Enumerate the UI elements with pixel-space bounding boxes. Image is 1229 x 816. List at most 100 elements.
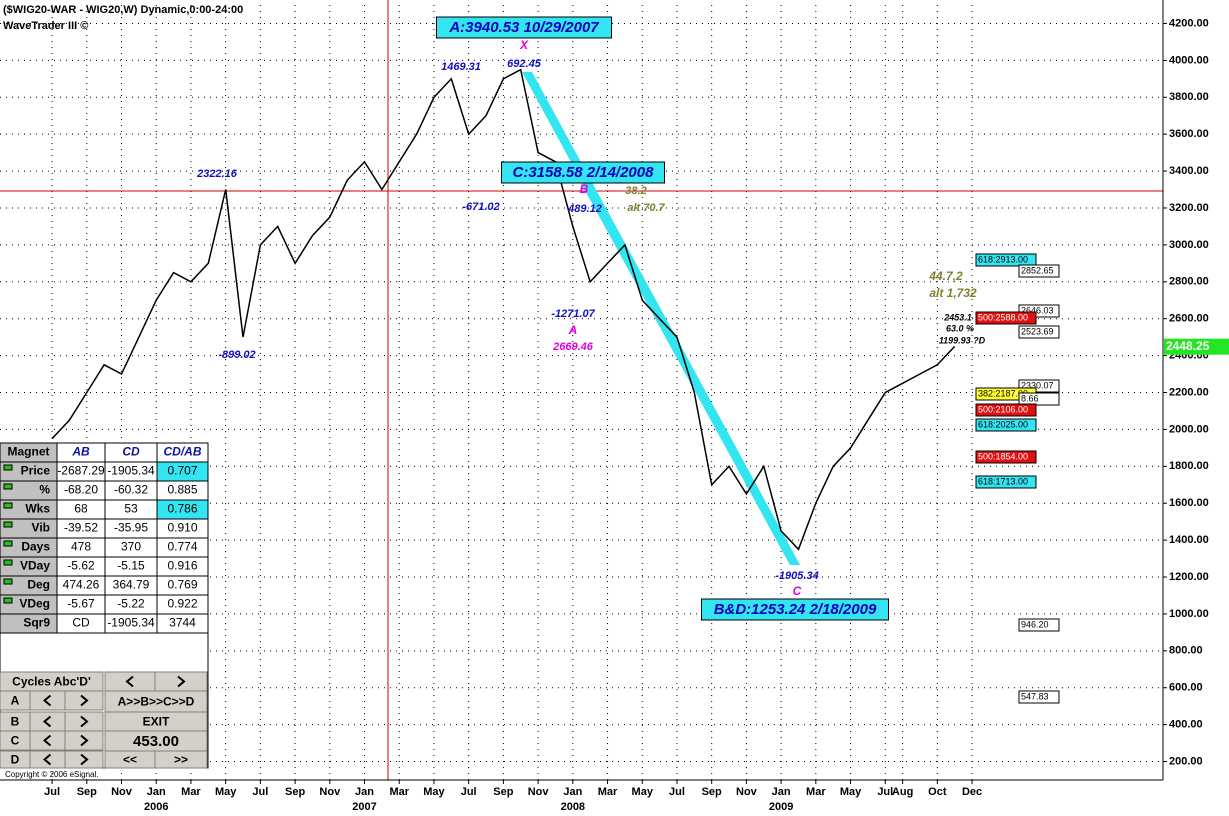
level-label: 8.66	[1021, 393, 1039, 403]
x-tick-label: Sep	[493, 786, 513, 798]
table-value: 370	[121, 540, 141, 554]
level-box	[1018, 618, 1060, 632]
level-box	[975, 475, 1037, 489]
level-label: 500:1854.00	[978, 451, 1028, 461]
arrow-icon	[42, 694, 52, 707]
y-tick-label: 400.00	[1169, 719, 1203, 731]
y-tick-label: 2000.00	[1169, 423, 1209, 435]
x-tick-label: Nov	[319, 786, 341, 798]
y-tick-label: 200.00	[1169, 755, 1203, 767]
point-next[interactable]	[64, 730, 104, 751]
x-tick-label: Jul	[44, 786, 60, 798]
back-button-label[interactable]: <<	[123, 753, 137, 767]
point-prev[interactable]	[29, 730, 66, 751]
annotation: A:3940.53 10/29/2007	[448, 19, 599, 36]
x-tick-label: Oct	[928, 786, 947, 798]
x-tick-label: Aug	[892, 786, 913, 798]
annotation: 2322.16	[196, 168, 238, 180]
point-next[interactable]	[64, 750, 104, 769]
table-header: Magnet	[8, 445, 50, 459]
table-value: 0.922	[167, 597, 197, 611]
year-label: 2008	[561, 801, 585, 813]
x-tick-label: Sep	[77, 786, 97, 798]
status-led	[3, 597, 13, 604]
level-label: 618:1713.00	[978, 476, 1028, 486]
x-tick-label: Mar	[181, 786, 201, 798]
table-value: -35.95	[114, 521, 148, 535]
arrow-icon	[80, 734, 89, 747]
table-value: Price	[21, 464, 51, 478]
table-value: Sqr9	[23, 616, 50, 630]
point-next[interactable]	[64, 711, 104, 732]
annotation: 489.12	[567, 203, 602, 215]
level-label: 618:2913.00	[978, 254, 1028, 264]
forward-button-label[interactable]: >>	[174, 753, 188, 767]
point-prev[interactable]	[29, 750, 66, 769]
table-value: 0.769	[167, 578, 197, 592]
arrow-icon	[80, 753, 89, 766]
annotation: 1469.31	[441, 61, 481, 73]
exit-button-label[interactable]: EXIT	[143, 715, 170, 729]
x-tick-label: Dec	[962, 786, 982, 798]
level-label: 500:2588.00	[978, 312, 1028, 322]
table-value: Vib	[32, 521, 50, 535]
table-value: 68	[74, 502, 88, 516]
annotation: 44.7,2	[928, 269, 963, 283]
point-button-label[interactable]: C	[11, 734, 20, 748]
cycles-button-label[interactable]: Cycles Abc'D'	[12, 675, 91, 689]
year-label: 2009	[769, 801, 793, 813]
price-line	[51, 68, 956, 551]
point-button-label[interactable]: B	[11, 715, 20, 729]
next-button[interactable]	[154, 671, 208, 692]
y-tick-label: 2200.00	[1169, 386, 1209, 398]
annotation: C:3158.58 2/14/2008	[513, 164, 655, 181]
x-tick-label: Mar	[598, 786, 618, 798]
level-label: 2852.65	[1021, 265, 1054, 275]
table-value: 0.885	[167, 483, 197, 497]
level-box	[1018, 264, 1060, 278]
sequence-button-label[interactable]: A>>B>>C>>D	[118, 695, 195, 709]
y-tick-label: 600.00	[1169, 682, 1203, 694]
table-cell	[156, 613, 209, 634]
y-tick-label: 1200.00	[1169, 571, 1209, 583]
annotation: -899.02	[218, 349, 255, 361]
level-box	[975, 253, 1037, 267]
point-prev[interactable]	[29, 690, 66, 711]
x-tick-label: Jan	[355, 786, 374, 798]
x-tick-label: Nov	[736, 786, 758, 798]
arrow-icon	[125, 675, 134, 688]
x-tick-label: Sep	[285, 786, 305, 798]
arrow-icon	[42, 734, 52, 747]
forward-button[interactable]	[154, 750, 208, 769]
table-value: -5.67	[67, 597, 95, 611]
level-label: 2330.07	[1021, 380, 1054, 390]
level-box	[1018, 325, 1060, 339]
point-prev[interactable]	[29, 711, 66, 732]
point-button-label[interactable]: D	[11, 753, 20, 767]
level-box	[975, 418, 1037, 432]
prev-button[interactable]	[104, 671, 156, 692]
table-value: 0.910	[167, 521, 197, 535]
annotation: -1905.34	[775, 570, 818, 582]
table-value: 0.786	[167, 502, 197, 516]
header-subtitle: WaveTrader III ©	[3, 20, 88, 32]
grid: 200.00 400.00 600.00 800.00 1000.00 1200.00 14…	[0, 5, 1209, 813]
x-tick-label: May	[840, 786, 862, 798]
status-led	[3, 559, 13, 566]
annotation: 2453.1	[943, 312, 972, 322]
point-button-label[interactable]: A	[11, 694, 20, 708]
annotation: 1199.93 ?D	[939, 335, 986, 345]
value-label: 453.00	[133, 733, 179, 750]
status-led	[3, 502, 13, 509]
annotation: B&D:1253.24 2/18/2009	[714, 601, 877, 618]
table-value: -5.15	[117, 559, 145, 573]
year-label: 2006	[144, 801, 168, 813]
x-tick-label: Jan	[147, 786, 166, 798]
table-value: Wks	[25, 502, 50, 516]
point-next[interactable]	[64, 690, 104, 711]
arrow-icon	[80, 694, 89, 707]
annotation: alt 1,732	[929, 286, 977, 300]
arrow-icon	[42, 753, 52, 766]
y-tick-label: 4200.00	[1169, 17, 1209, 29]
